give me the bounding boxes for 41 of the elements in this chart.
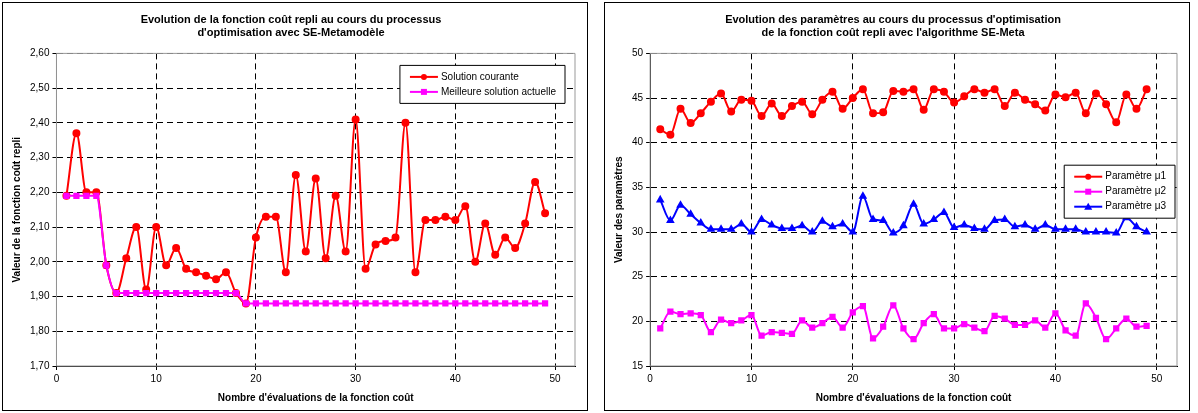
legend-label: Paramètre μ2 [1105, 185, 1167, 197]
x-tick-label: 0 [647, 372, 654, 384]
x-tick-label: 30 [350, 372, 362, 384]
y-tick-label: 1,80 [29, 325, 50, 337]
legend-label: Solution courante [440, 70, 520, 82]
x-axis-title: Nombre d'évaluations de la fonction coût [217, 391, 415, 403]
chart-title: Evolution des paramètres au cours du processus d'optimisation de la fonction coût repli avec l'algorithme SE-Meta [725, 12, 1062, 38]
y-tick-label: 2,00 [29, 255, 50, 267]
x-tick-label: 10 [745, 372, 758, 384]
legend-label: Paramètre μ3 [1105, 200, 1167, 212]
x-tick-label: 0 [53, 372, 60, 384]
x-tick-label: 20 [847, 372, 859, 384]
y-tick-label: 2,30 [29, 151, 50, 163]
y-tick-label: 2,50 [29, 81, 50, 93]
x-tick-label: 50 [549, 372, 562, 384]
y-tick-label: 50 [632, 47, 644, 59]
y-tick-label: 2,40 [29, 116, 50, 128]
y-tick-label: 40 [632, 136, 644, 148]
y-tick-label: 1,90 [29, 290, 50, 302]
x-tick-label: 10 [150, 372, 163, 384]
y-tick-label: 35 [632, 181, 644, 193]
x-tick-label: 20 [250, 372, 262, 384]
legend-label: Paramètre μ1 [1105, 170, 1167, 182]
x-tick-label: 50 [1151, 372, 1163, 384]
y-tick-label: 15 [632, 359, 644, 371]
y-tick-label: 2,20 [29, 186, 50, 198]
y-tick-label: 30 [632, 225, 644, 237]
y-tick-label: 2,60 [29, 47, 50, 59]
y-axis-title: Valeur des paramètres [612, 155, 624, 264]
y-tick-label: 25 [632, 270, 644, 282]
x-axis-title: Nombre d'évaluations de la fonction coût [815, 391, 1013, 403]
y-tick-label: 20 [632, 315, 644, 327]
x-tick-label: 30 [948, 372, 961, 384]
y-tick-label: 2,10 [29, 220, 50, 232]
x-tick-label: 40 [449, 372, 462, 384]
x-tick-label: 40 [1049, 372, 1062, 384]
legend-label: Meilleure solution actuelle [440, 85, 557, 97]
y-tick-label: 1,70 [29, 359, 50, 371]
y-axis-title: Valeur de la fonction coût repli [10, 136, 22, 283]
chart-title: Evolution de la fonction coût repli au cours du processus d'optimisation avec SE-Metamodèle [140, 12, 442, 38]
y-tick-label: 45 [632, 91, 644, 103]
